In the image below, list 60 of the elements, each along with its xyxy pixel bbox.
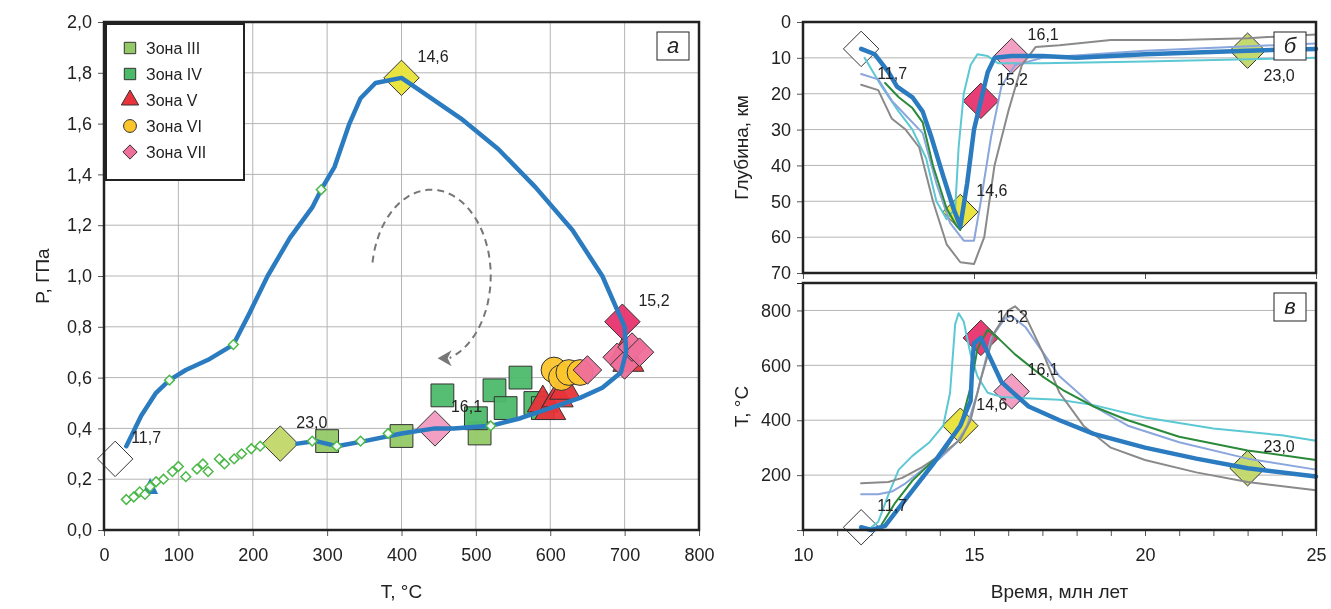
- y-tick-label: 0,8: [66, 317, 92, 338]
- x-tick-label: 800: [684, 544, 715, 565]
- legend-label: Зона VII: [146, 144, 207, 161]
- annotation: 23,0: [1263, 66, 1295, 84]
- annotation: а: [666, 33, 680, 58]
- annotation: 14,6: [417, 47, 449, 65]
- y-tick-label: 200: [760, 465, 791, 486]
- y-tick-label: 600: [760, 355, 791, 376]
- annotation: 16,1: [1027, 26, 1059, 44]
- annotation: б: [1283, 33, 1298, 58]
- x-tick-label: 200: [238, 544, 269, 565]
- y-tick-label: 0: [780, 12, 791, 33]
- x-tick-label: 500: [461, 544, 492, 565]
- annotation: 23,0: [1263, 438, 1295, 456]
- y-tick-label: 1,6: [66, 113, 92, 134]
- legend-label: Зона VI: [146, 118, 202, 135]
- y-tick-label: 0,6: [66, 367, 92, 388]
- y-tick-label: 20: [770, 83, 791, 104]
- y-tick-label: 800: [760, 300, 791, 321]
- y-axis-title: T, °C: [731, 385, 752, 428]
- x-tick-label: 400: [386, 544, 418, 565]
- annotation: 14,6: [976, 182, 1008, 200]
- x-tick-label: 10: [793, 544, 814, 565]
- annotation: 11,7: [131, 428, 162, 446]
- y-tick-label: 40: [770, 155, 791, 176]
- legend-label: Зона V: [146, 92, 198, 109]
- y-tick-label: 1,8: [66, 63, 92, 84]
- y-tick-label: 60: [770, 227, 791, 248]
- y-tick-label: 400: [760, 410, 791, 431]
- x-axis-title: T, °C: [380, 581, 423, 602]
- y-tick-label: 70: [770, 263, 791, 284]
- annotation: 14,6: [976, 395, 1008, 413]
- y-axis-title: Глубина, км: [731, 95, 752, 200]
- y-axis-title: P, ГПа: [32, 247, 53, 304]
- annotation: 15,2: [638, 291, 670, 309]
- y-tick-label: 1,4: [66, 164, 92, 185]
- x-tick-label: 600: [535, 544, 566, 565]
- y-tick-label: 50: [770, 191, 791, 212]
- y-tick-label: 10: [770, 48, 791, 69]
- y-tick-label: 0,2: [66, 469, 92, 490]
- legend-label: Зона IV: [146, 66, 203, 83]
- x-axis-title: Время, млн лет: [990, 581, 1129, 602]
- y-tick-label: 0,0: [66, 520, 92, 541]
- x-tick-label: 100: [163, 544, 194, 565]
- annotation: 15,2: [996, 307, 1029, 325]
- x-tick-label: 300: [312, 544, 343, 565]
- annotation: 15,2: [996, 70, 1029, 88]
- y-tick-label: 2,0: [66, 12, 92, 33]
- x-tick-label: 0: [99, 544, 110, 565]
- x-tick-label: 15: [964, 544, 985, 565]
- y-tick-label: 0,4: [66, 418, 92, 439]
- y-tick-label: 30: [770, 119, 791, 140]
- x-tick-label: 20: [1135, 544, 1156, 565]
- y-tick-label: 1,2: [66, 215, 92, 236]
- annotation: в: [1284, 294, 1296, 319]
- annotation: 23,0: [296, 413, 328, 431]
- y-tick-label: 1,0: [66, 266, 92, 287]
- x-tick-label: 25: [1306, 544, 1327, 565]
- x-tick-label: 700: [610, 544, 641, 565]
- legend-label: Зона III: [146, 40, 201, 57]
